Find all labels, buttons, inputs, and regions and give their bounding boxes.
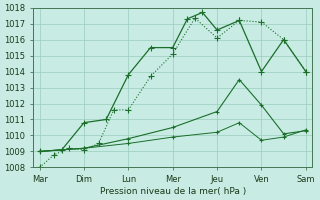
X-axis label: Pression niveau de la mer( hPa ): Pression niveau de la mer( hPa ) — [100, 187, 246, 196]
